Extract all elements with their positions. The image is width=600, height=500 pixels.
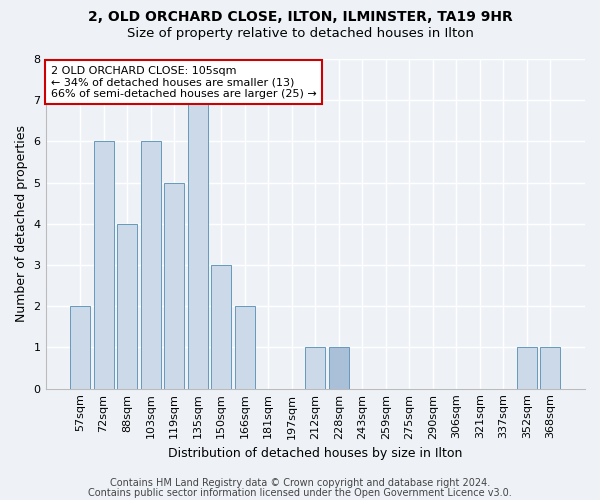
Bar xyxy=(305,348,325,389)
Bar xyxy=(188,100,208,388)
X-axis label: Distribution of detached houses by size in Ilton: Distribution of detached houses by size … xyxy=(168,447,463,460)
Text: Contains public sector information licensed under the Open Government Licence v3: Contains public sector information licen… xyxy=(88,488,512,498)
Bar xyxy=(329,348,349,389)
Bar xyxy=(70,306,90,388)
Bar xyxy=(140,142,161,388)
Y-axis label: Number of detached properties: Number of detached properties xyxy=(15,126,28,322)
Text: Size of property relative to detached houses in Ilton: Size of property relative to detached ho… xyxy=(127,28,473,40)
Bar xyxy=(517,348,537,389)
Text: 2, OLD ORCHARD CLOSE, ILTON, ILMINSTER, TA19 9HR: 2, OLD ORCHARD CLOSE, ILTON, ILMINSTER, … xyxy=(88,10,512,24)
Bar xyxy=(117,224,137,388)
Text: Contains HM Land Registry data © Crown copyright and database right 2024.: Contains HM Land Registry data © Crown c… xyxy=(110,478,490,488)
Bar xyxy=(94,142,113,388)
Bar xyxy=(541,348,560,389)
Text: 2 OLD ORCHARD CLOSE: 105sqm
← 34% of detached houses are smaller (13)
66% of sem: 2 OLD ORCHARD CLOSE: 105sqm ← 34% of det… xyxy=(51,66,317,99)
Bar xyxy=(211,265,231,388)
Bar xyxy=(235,306,255,388)
Bar xyxy=(164,182,184,388)
